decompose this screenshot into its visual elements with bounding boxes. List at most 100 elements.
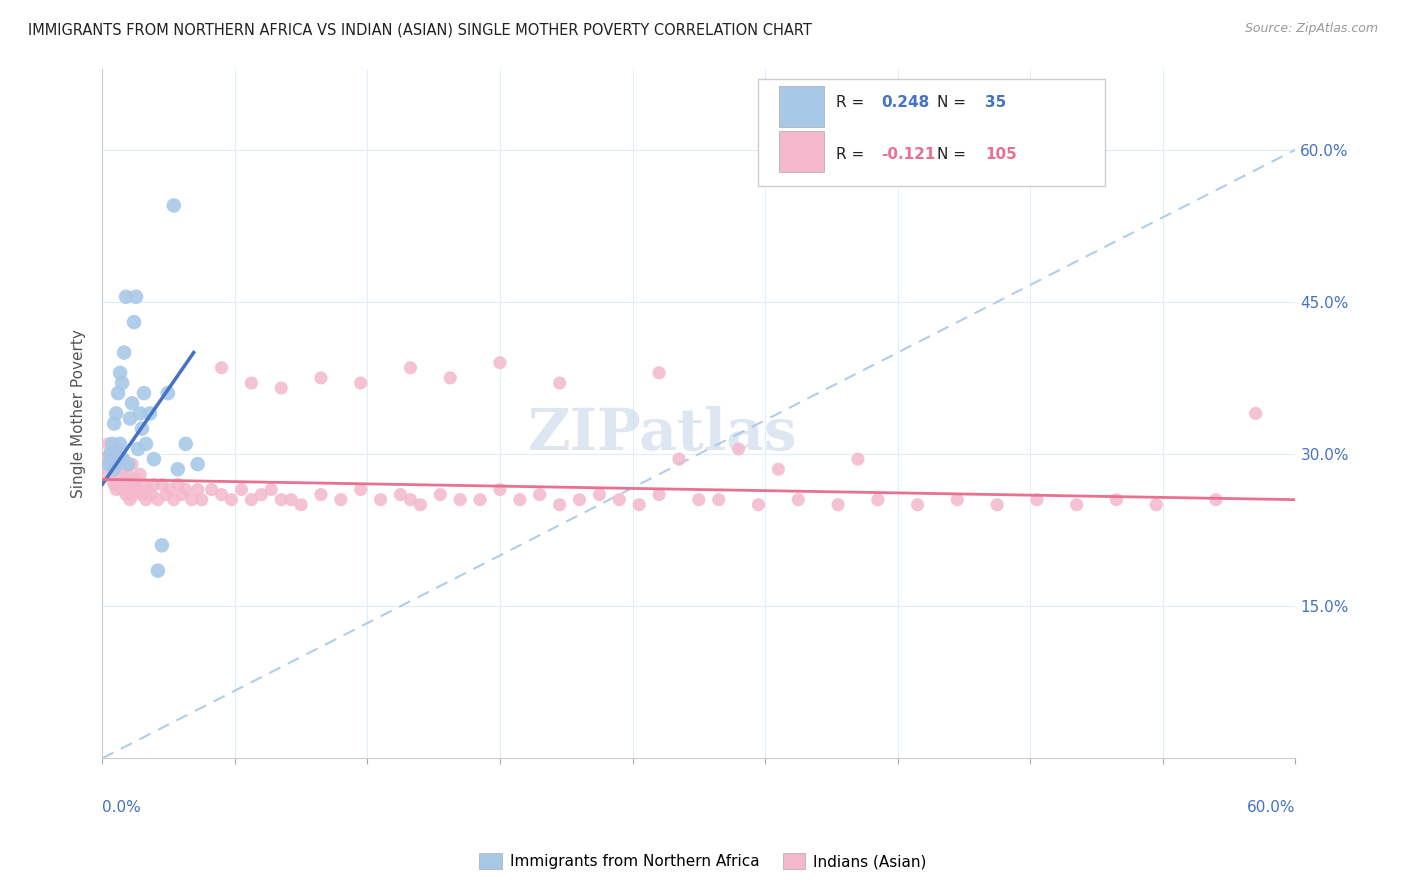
Point xyxy=(105,447,128,461)
Point xyxy=(409,498,432,512)
Point xyxy=(108,477,131,491)
Point xyxy=(98,447,121,461)
Point xyxy=(211,360,233,375)
Point xyxy=(707,492,730,507)
Point xyxy=(121,457,143,471)
Point xyxy=(389,487,412,501)
Point xyxy=(429,487,451,501)
Point xyxy=(142,477,165,491)
Point xyxy=(96,452,118,467)
Point xyxy=(107,452,129,467)
Point xyxy=(166,462,188,476)
Point xyxy=(187,457,209,471)
Point xyxy=(103,447,125,461)
Point xyxy=(648,366,671,380)
Point xyxy=(568,492,591,507)
Point xyxy=(97,457,120,471)
Point xyxy=(103,462,125,476)
Point xyxy=(125,290,148,304)
Point xyxy=(146,492,169,507)
Text: IMMIGRANTS FROM NORTHERN AFRICA VS INDIAN (ASIAN) SINGLE MOTHER POVERTY CORRELAT: IMMIGRANTS FROM NORTHERN AFRICA VS INDIA… xyxy=(28,22,813,37)
Point xyxy=(122,487,145,501)
Text: 60.0%: 60.0% xyxy=(1247,800,1295,814)
Point xyxy=(121,396,143,410)
Point xyxy=(112,477,135,491)
Text: Source: ZipAtlas.com: Source: ZipAtlas.com xyxy=(1244,22,1378,36)
Point xyxy=(260,483,283,497)
Point xyxy=(108,366,131,380)
Point xyxy=(117,457,139,471)
Y-axis label: Single Mother Poverty: Single Mother Poverty xyxy=(72,329,86,498)
Point xyxy=(108,437,131,451)
Point xyxy=(166,477,188,491)
Point xyxy=(548,498,571,512)
Text: -0.121: -0.121 xyxy=(882,147,936,161)
Point xyxy=(136,483,159,497)
Text: N =: N = xyxy=(938,95,972,110)
Point xyxy=(111,376,134,390)
Point xyxy=(101,452,124,467)
Point xyxy=(399,492,422,507)
Point xyxy=(139,406,162,420)
Point xyxy=(117,483,139,497)
Point xyxy=(108,452,131,467)
Point xyxy=(101,437,124,451)
Point xyxy=(103,417,125,431)
Point xyxy=(231,483,253,497)
Point xyxy=(668,452,690,467)
Point xyxy=(489,356,512,370)
Point xyxy=(329,492,352,507)
Point xyxy=(97,437,120,451)
Point xyxy=(115,487,138,501)
Point xyxy=(240,492,263,507)
Point xyxy=(489,483,512,497)
Point xyxy=(163,492,186,507)
Point xyxy=(105,462,128,476)
Point xyxy=(150,477,173,491)
Point xyxy=(399,360,422,375)
Point xyxy=(221,492,243,507)
Point xyxy=(370,492,392,507)
Point xyxy=(509,492,531,507)
Point xyxy=(150,538,173,552)
Point xyxy=(1144,498,1167,512)
Point xyxy=(135,492,157,507)
Point xyxy=(132,386,155,401)
Point xyxy=(107,472,129,486)
Point xyxy=(131,487,153,501)
Point xyxy=(290,498,312,512)
FancyBboxPatch shape xyxy=(758,78,1105,186)
Point xyxy=(131,422,153,436)
Point xyxy=(98,447,121,461)
Point xyxy=(115,290,138,304)
Point xyxy=(101,452,124,467)
Point xyxy=(111,483,134,497)
Point xyxy=(1205,492,1227,507)
Text: R =: R = xyxy=(837,147,869,161)
Point xyxy=(607,492,630,507)
Bar xyxy=(779,130,824,172)
Point xyxy=(309,371,332,385)
Bar xyxy=(779,86,824,128)
Point xyxy=(129,406,152,420)
Point xyxy=(449,492,471,507)
Point xyxy=(170,487,193,501)
Point xyxy=(240,376,263,390)
Point xyxy=(250,487,273,501)
Point xyxy=(907,498,929,512)
Point xyxy=(111,452,134,467)
Text: R =: R = xyxy=(837,95,869,110)
Point xyxy=(1066,498,1088,512)
Point xyxy=(688,492,710,507)
Point xyxy=(112,345,135,359)
Point xyxy=(787,492,810,507)
Point xyxy=(107,386,129,401)
Point xyxy=(270,492,292,507)
Point xyxy=(1105,492,1128,507)
Point xyxy=(121,477,143,491)
Point xyxy=(107,442,129,456)
Text: 0.248: 0.248 xyxy=(882,95,929,110)
Point xyxy=(127,442,149,456)
Point xyxy=(190,492,212,507)
Point xyxy=(103,477,125,491)
